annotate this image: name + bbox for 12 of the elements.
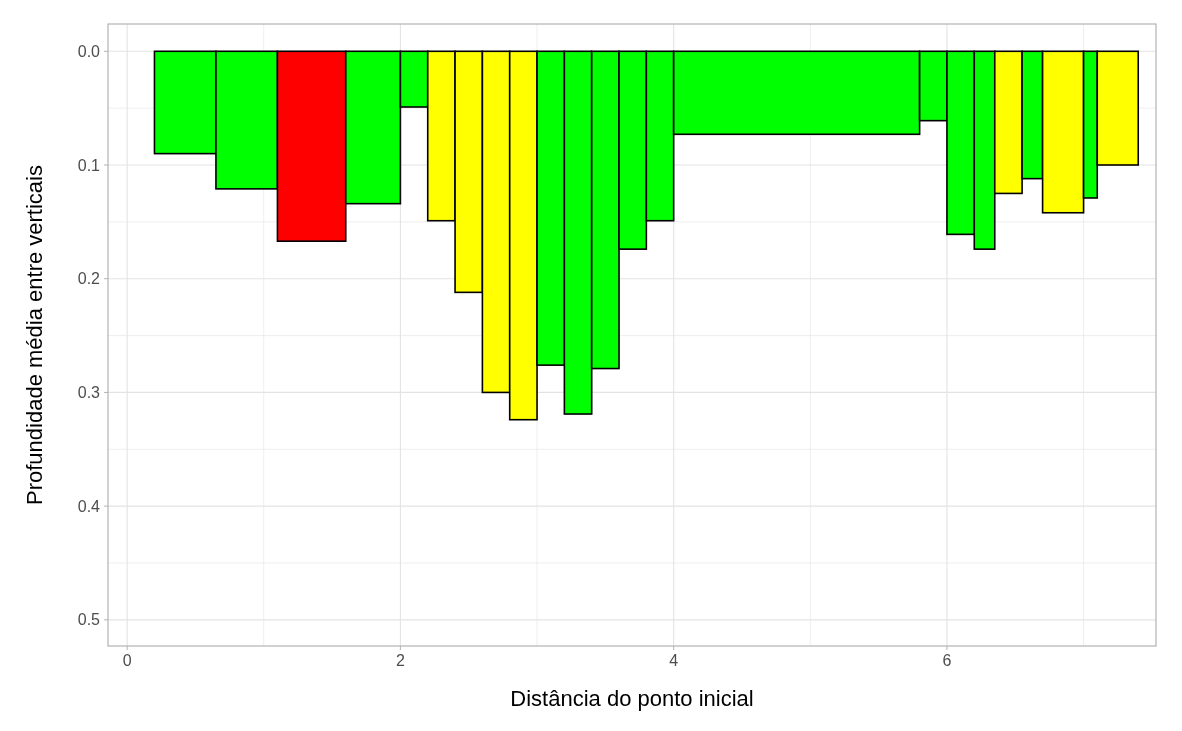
x-tick-label: 6 (942, 652, 952, 669)
y-tick-label: 0.2 (77, 270, 101, 288)
y-tick-label: 0.4 (77, 497, 101, 515)
y-tick-label: 0.0 (77, 42, 101, 60)
y-tick-label: 0.1 (77, 156, 101, 174)
y-tick-label: 0.3 (77, 384, 101, 402)
y-axis-title: Profundidade média entre verticais (22, 165, 47, 505)
x-tick-label: 4 (669, 652, 679, 669)
x-tick-label: 0 (122, 652, 132, 669)
x-tick-label: 2 (395, 652, 405, 669)
x-axis-title: Distância do ponto inicial (510, 686, 754, 711)
y-tick-label: 0.5 (77, 611, 101, 629)
